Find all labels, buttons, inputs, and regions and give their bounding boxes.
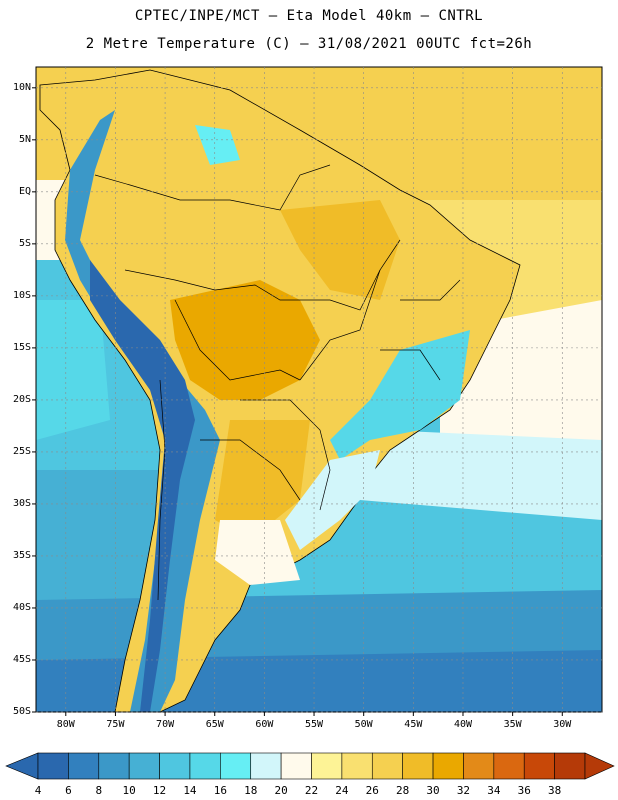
- colorbar-swatch: [128, 752, 160, 780]
- colorbar-swatch: [98, 752, 130, 780]
- lat-label: 45S: [12, 653, 31, 665]
- colorbar-label: 28: [396, 784, 410, 797]
- lat-label: 35S: [12, 549, 31, 561]
- colorbar-swatch: [432, 752, 464, 780]
- colorbar-label: 8: [95, 784, 103, 797]
- lon-label: 30W: [553, 719, 572, 730]
- hot-interior: [170, 280, 320, 400]
- lon-label: 70W: [156, 719, 175, 730]
- lat-label: 30S: [12, 497, 31, 509]
- colorbar-label: 20: [274, 784, 288, 797]
- colorbar-swatch: [68, 752, 100, 780]
- colorbar-swatch: [280, 752, 312, 780]
- axis-ticks: [32, 87, 563, 716]
- colorbar-label: 4: [34, 784, 42, 797]
- colorbar-swatch: [250, 752, 282, 780]
- andes-cold-band: [65, 110, 220, 712]
- lat-label: 15S: [12, 341, 31, 353]
- colorbar-swatch: [463, 752, 495, 780]
- chaco-warm: [215, 420, 310, 540]
- colorbar-label: 14: [183, 784, 197, 797]
- colorbar-label: 34: [487, 784, 501, 797]
- lat-label: 5N: [18, 133, 31, 145]
- lon-label: 45W: [404, 719, 423, 730]
- map-frame: [35, 66, 603, 713]
- colorbar-swatch: [341, 752, 373, 780]
- venezuela-highland-cool: [195, 125, 240, 165]
- pacific-cool: [36, 470, 160, 600]
- colorbar-label: 32: [456, 784, 471, 797]
- colorbar-label: 18: [244, 784, 258, 797]
- colorbar-arrow-low: [5, 752, 39, 780]
- colorbar-label: 26: [365, 784, 379, 797]
- lon-label: 75W: [106, 719, 125, 730]
- colorbar-label: 24: [335, 784, 349, 797]
- colorbar-label: 30: [426, 784, 440, 797]
- colorbar-swatch: [554, 752, 586, 780]
- graticule: [36, 67, 602, 713]
- colorbar-swatch: [220, 752, 252, 780]
- lon-label: 35W: [503, 719, 522, 730]
- lon-label: 55W: [305, 719, 324, 730]
- south-cool: [285, 450, 380, 550]
- colorbar-label: 38: [547, 784, 562, 797]
- lon-label: 65W: [205, 719, 224, 730]
- cool-ocean-east: [360, 430, 602, 520]
- colorbar-swatch: [159, 752, 191, 780]
- colorbar-label: 22: [304, 784, 319, 797]
- colorbar: [5, 752, 615, 780]
- lat-label: 5S: [18, 237, 31, 249]
- colorbar-label: 12: [152, 784, 167, 797]
- colorbar-label: 10: [122, 784, 136, 797]
- lat-label: 20S: [12, 393, 31, 405]
- colorbar-swatch: [189, 752, 221, 780]
- colorbar-swatch: [37, 752, 69, 780]
- lat-label: 25S: [12, 445, 31, 457]
- lon-label: 80W: [56, 719, 75, 730]
- colorbar-label: 16: [213, 784, 227, 797]
- colorbar-swatch: [523, 752, 555, 780]
- southeast-cool: [330, 330, 470, 460]
- amazon-warm: [280, 200, 400, 300]
- pampas-mild: [215, 520, 300, 585]
- colorbar-swatch: [493, 752, 525, 780]
- country-borders: [94, 164, 461, 601]
- pacific-band: [36, 300, 110, 440]
- colorbar-arrow-high: [584, 752, 615, 780]
- colorbar-swatch: [311, 752, 343, 780]
- lat-label: 40S: [12, 601, 31, 613]
- lon-label: 60W: [255, 719, 274, 730]
- colorbar-label: 6: [65, 784, 72, 797]
- andes-coldest-band: [90, 260, 195, 712]
- map-title-line2: 2 Metre Temperature (C) – 31/08/2021 00U…: [85, 36, 533, 52]
- colorbar-swatch: [371, 752, 403, 780]
- lat-label: EQ: [18, 185, 31, 197]
- colorbar-label: 36: [517, 784, 531, 797]
- lat-label: 50S: [12, 706, 31, 717]
- lon-label: 40W: [453, 719, 472, 730]
- map-title-line1: CPTEC/INPE/MCT – Eta Model 40km – CNTRL: [134, 8, 484, 24]
- lat-label: 10S: [12, 289, 31, 301]
- lon-label: 50W: [354, 719, 373, 730]
- colorbar-swatch: [402, 752, 434, 780]
- lat-label: 10N: [12, 81, 31, 93]
